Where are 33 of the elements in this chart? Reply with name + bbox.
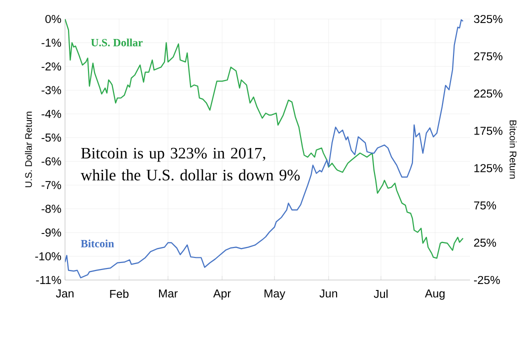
y2-tick-label: 75% — [474, 201, 496, 210]
y2-tick-label: 175% — [474, 126, 502, 135]
y2-tick-label: 125% — [474, 164, 502, 172]
x-tick-label: Jul — [374, 290, 388, 298]
y-tick-label: -10% — [35, 252, 62, 260]
series-label: U.S. Dollar — [91, 38, 143, 46]
x-tick-label: May — [264, 290, 286, 300]
y-tick-label: -5% — [42, 134, 62, 142]
y2-tick-label: 325% — [474, 14, 502, 24]
y-tick-label: 0% — [45, 14, 62, 24]
y2-axis-title: Bitcoin Return — [510, 120, 517, 179]
y-tick-label: -8% — [42, 204, 62, 213]
y2-tick-label: 225% — [474, 90, 502, 98]
x-tick-label: Mar — [159, 290, 178, 298]
y-tick-label: -7% — [42, 181, 62, 190]
y-tick-label: -3% — [42, 86, 62, 94]
series-label: Bitcoin — [80, 240, 114, 248]
y2-tick-label: 275% — [474, 52, 502, 60]
y-tick-label: -6% — [42, 157, 62, 166]
y-tick-label: -1% — [42, 38, 62, 47]
x-tick-label: Aug — [424, 290, 445, 300]
y2-tick-label: -25% — [474, 276, 500, 284]
x-tick-label: Jan — [56, 290, 74, 298]
x-tick-label: Feb — [110, 290, 129, 298]
y-tick-label: -11% — [36, 276, 62, 284]
annotation: Bitcoin is up 323% in 2017, while the U.S. dollar is down 9% — [80, 148, 300, 181]
x-tick-label: Apr — [213, 290, 231, 300]
y-tick-label: -2% — [42, 62, 62, 70]
y-tick-label: -4% — [42, 110, 62, 118]
y-axis-title: U.S. Dollar Return — [24, 112, 32, 188]
y-tick-label: -9% — [42, 228, 62, 237]
y2-tick-label: 25% — [474, 238, 496, 247]
x-tick-label: Jun — [320, 290, 338, 298]
